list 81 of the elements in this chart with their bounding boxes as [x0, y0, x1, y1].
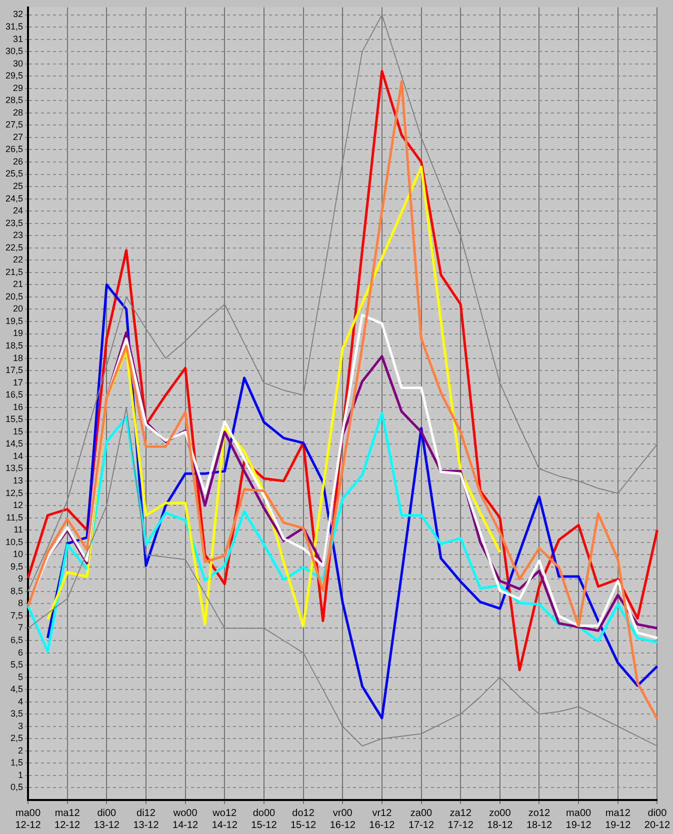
y-tick-label: 28: [12, 107, 23, 118]
y-tick-label: 22: [12, 254, 23, 265]
x-tick-label: ma12 19-12: [605, 808, 632, 831]
x-tick-label: di00 20-12: [644, 808, 670, 831]
y-tick-label: 21: [12, 279, 23, 290]
x-tick-label: ma00 19-12: [566, 808, 592, 831]
y-tick-label: 7: [18, 622, 23, 633]
x-tick-label: di12 13-12: [133, 808, 160, 831]
y-tick-label: 17: [12, 377, 23, 388]
y-tick-label: 7,5: [10, 610, 23, 620]
y-tick-label: 31: [12, 34, 23, 44]
y-tick-label: 13: [12, 475, 23, 486]
x-tick-label: ma12 12-12: [54, 808, 81, 831]
y-tick-label: 6,5: [10, 634, 23, 645]
y-tick-label: 19,5: [5, 316, 23, 326]
y-tick-label: 12,5: [5, 488, 23, 498]
y-tick-label: 25: [12, 181, 23, 192]
y-tick-label: 4,5: [10, 684, 23, 694]
x-tick-label: do00 15-12: [251, 808, 278, 831]
y-tick-label: 13,5: [5, 463, 23, 474]
y-tick-label: 9,5: [10, 561, 23, 572]
y-tick-label: 18,5: [5, 340, 23, 351]
y-tick-label: 29: [12, 82, 23, 93]
y-tick-label: 16: [12, 402, 23, 412]
y-tick-label: 8: [18, 598, 23, 608]
y-tick-label: 8,5: [10, 586, 23, 596]
y-tick-label: 2: [18, 745, 23, 756]
y-tick-label: 20: [12, 304, 23, 314]
y-tick-label: 18: [12, 352, 23, 363]
y-tick-label: 30: [12, 58, 23, 68]
y-tick-label: 16,5: [5, 390, 23, 400]
y-tick-label: 14,5: [5, 438, 23, 449]
y-tick-label: 9: [18, 574, 23, 584]
y-tick-label: 10,5: [5, 536, 23, 547]
y-tick-label: 0,5: [10, 782, 23, 792]
y-tick-label: 27,5: [5, 120, 23, 130]
y-tick-label: 4: [18, 696, 23, 706]
y-tick-label: 6: [18, 647, 23, 658]
y-tick-label: 26: [12, 156, 23, 166]
y-tick-label: 23: [12, 230, 23, 240]
y-tick-label: 1: [18, 770, 23, 780]
y-tick-label: 22,5: [5, 242, 23, 252]
y-tick-label: 30,5: [5, 46, 23, 56]
y-tick-label: 5: [18, 672, 23, 682]
y-tick-label: 26,5: [5, 144, 23, 154]
y-tick-label: 29,5: [5, 70, 23, 81]
x-tick-label: vr12 16-12: [369, 808, 396, 831]
y-tick-label: 12: [12, 500, 23, 510]
y-tick-label: 24,5: [5, 193, 23, 204]
y-tick-label: 15,5: [5, 414, 23, 424]
x-tick-label: do12 15-12: [290, 808, 317, 831]
y-tick-label: 27: [12, 132, 23, 142]
y-tick-label: 19: [12, 328, 23, 338]
x-tick-label: vr00 16-12: [330, 808, 356, 831]
y-tick-label: 25,5: [5, 168, 23, 179]
x-tick-label: wo00 14-12: [172, 808, 199, 831]
y-tick-label: 32: [12, 9, 23, 20]
y-tick-label: 15: [12, 426, 23, 436]
y-tick-label: 21,5: [5, 266, 23, 277]
y-tick-label: 3: [18, 720, 23, 731]
y-tick-label: 11,5: [6, 512, 23, 522]
y-tick-label: 31,5: [5, 22, 23, 32]
x-tick-label: ma00 12-12: [15, 808, 42, 831]
y-tick-label: 28,5: [5, 95, 23, 106]
x-tick-label: wo12 14-12: [212, 808, 238, 831]
y-tick-label: 5,5: [10, 660, 23, 670]
x-tick-label: zo00 18-12: [487, 808, 514, 831]
y-tick-label: 1,5: [10, 758, 23, 768]
y-tick-label: 10: [12, 549, 23, 560]
y-tick-label: 2,5: [10, 733, 23, 744]
y-tick-label: 3,5: [10, 708, 23, 719]
y-tick-label: 20,5: [5, 291, 23, 302]
x-tick-label: di00 13-12: [94, 808, 120, 831]
x-tick-label: za00 17-12: [408, 808, 434, 831]
y-tick-label: 23,5: [5, 218, 23, 228]
x-tick-label: za12 17-12: [448, 808, 474, 831]
y-tick-label: 14: [12, 450, 23, 461]
y-tick-label: 11: [14, 524, 23, 535]
x-tick-label: zo12 18-12: [526, 808, 552, 831]
y-tick-label: 24: [12, 206, 23, 216]
y-tick-label: 17,5: [5, 365, 23, 376]
